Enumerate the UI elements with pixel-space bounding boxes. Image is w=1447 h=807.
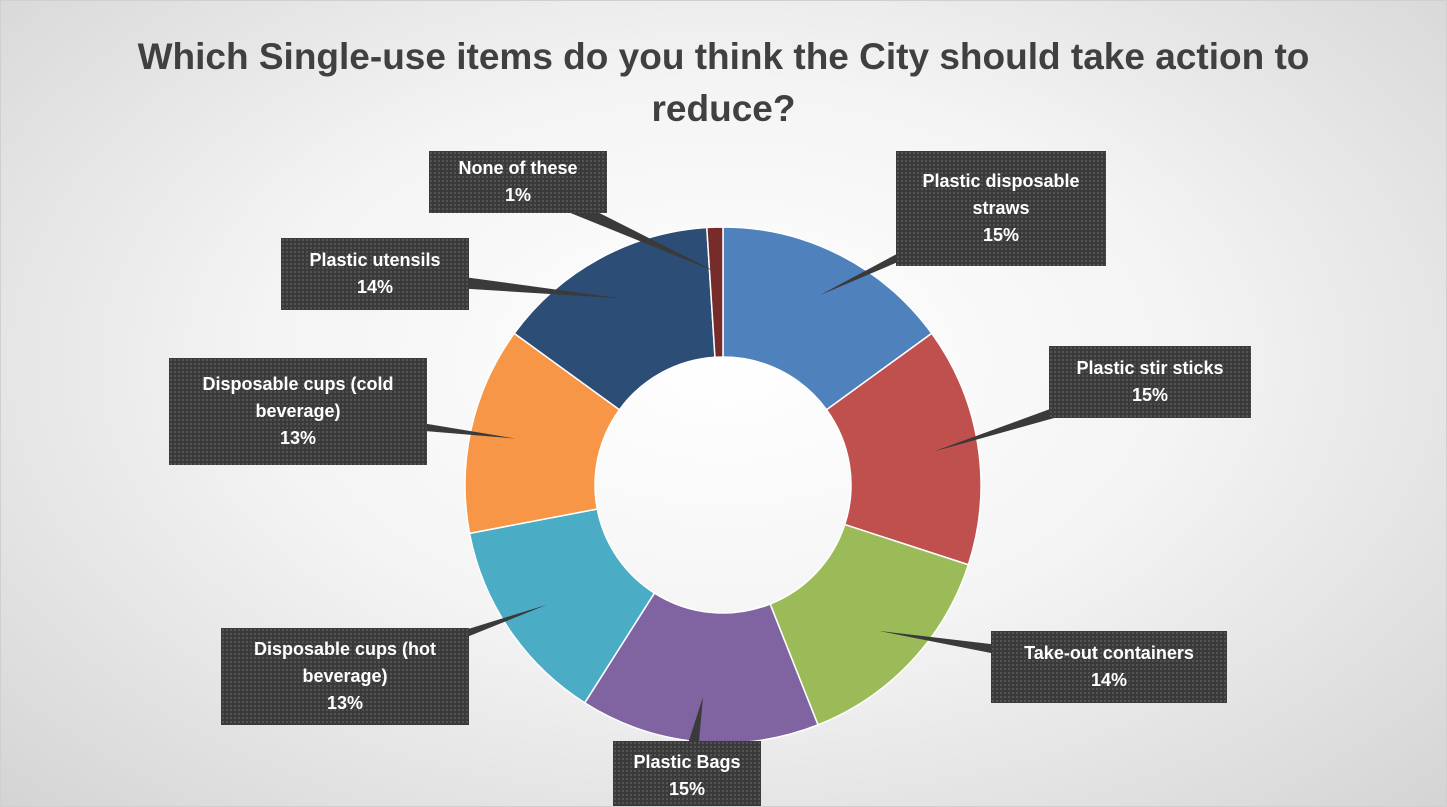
label-category: Plastic Bags bbox=[633, 752, 741, 772]
donut-slice bbox=[722, 226, 933, 411]
label-category: Disposable cups (hot beverage) bbox=[253, 639, 437, 686]
data-label: Disposable cups (hot beverage) 13% bbox=[221, 628, 469, 725]
label-value: 14% bbox=[356, 277, 394, 297]
data-label: Plastic stir sticks 15% bbox=[1049, 346, 1251, 418]
label-category: None of these bbox=[458, 158, 578, 178]
donut-slice bbox=[769, 523, 970, 726]
label-value: 14% bbox=[1090, 670, 1128, 690]
label-value: 13% bbox=[326, 693, 364, 713]
label-value: 15% bbox=[668, 779, 706, 799]
chart-title: Which Single-use items do you think the … bbox=[137, 36, 1310, 129]
label-value: 13% bbox=[279, 428, 317, 448]
data-label: Disposable cups (cold beverage) 13% bbox=[169, 358, 427, 465]
label-category: Plastic utensils bbox=[309, 250, 441, 270]
label-category: Plastic stir sticks bbox=[1076, 358, 1224, 378]
donut-slice bbox=[513, 226, 716, 411]
data-label: Take-out containers 14% bbox=[991, 631, 1227, 703]
data-label: Plastic utensils 14% bbox=[281, 238, 469, 310]
label-category: Take-out containers bbox=[1024, 643, 1194, 663]
label-category: Plastic disposable straws bbox=[922, 171, 1080, 218]
label-value: 1% bbox=[504, 185, 531, 205]
data-label: Plastic disposable straws 15% bbox=[896, 151, 1106, 266]
label-value: 15% bbox=[982, 225, 1020, 245]
donut-slice bbox=[825, 332, 982, 566]
donut-slice bbox=[706, 226, 724, 359]
data-label: Plastic Bags 15% bbox=[613, 741, 761, 806]
label-category: Disposable cups (cold beverage) bbox=[202, 374, 394, 421]
label-value: 15% bbox=[1131, 385, 1169, 405]
data-label: None of these 1% bbox=[429, 151, 607, 213]
